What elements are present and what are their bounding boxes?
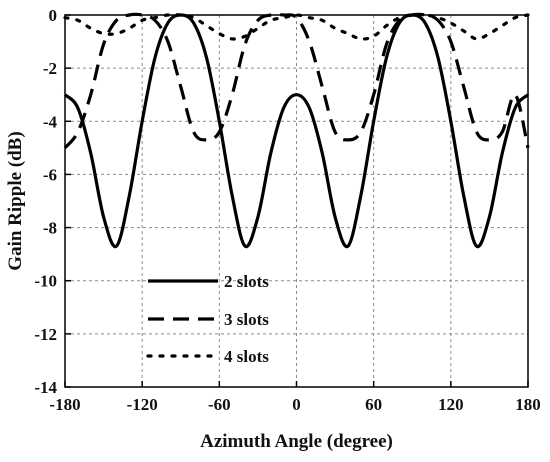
x-tick-label: -60	[208, 395, 231, 414]
legend-label: 4 slots	[224, 347, 269, 366]
y-axis-title: Gain Ripple (dB)	[5, 131, 26, 270]
y-tick-label: 0	[49, 6, 58, 25]
x-tick-label: 180	[515, 395, 541, 414]
x-tick-label: 120	[438, 395, 464, 414]
y-tick-label: -10	[34, 272, 57, 291]
x-axis-title: Azimuth Angle (degree)	[200, 431, 393, 452]
y-tick-label: -4	[43, 112, 58, 131]
legend: 2 slots 3 slots 4 slots	[146, 272, 269, 366]
series-line-3-slots	[63, 12, 530, 149]
y-tick-label: -8	[43, 219, 57, 238]
y-tick-label: -14	[34, 378, 57, 397]
x-tick-label: 0	[292, 395, 301, 414]
series-line-2-slots	[63, 13, 530, 249]
y-tick-label: -12	[34, 325, 57, 344]
legend-label: 3 slots	[224, 310, 269, 329]
y-tick-label: -6	[43, 165, 57, 184]
x-tick-label: 60	[365, 395, 382, 414]
x-tick-label: -120	[127, 395, 158, 414]
tick-labels: -180 -120 -60 0 60 120 180 0 -2 -4 -6 -8 -10 -12 -14	[34, 6, 540, 414]
x-tick-label: -180	[49, 395, 80, 414]
legend-label: 2 slots	[224, 272, 269, 291]
y-tick-label: -2	[43, 59, 57, 78]
axes	[64, 14, 529, 388]
